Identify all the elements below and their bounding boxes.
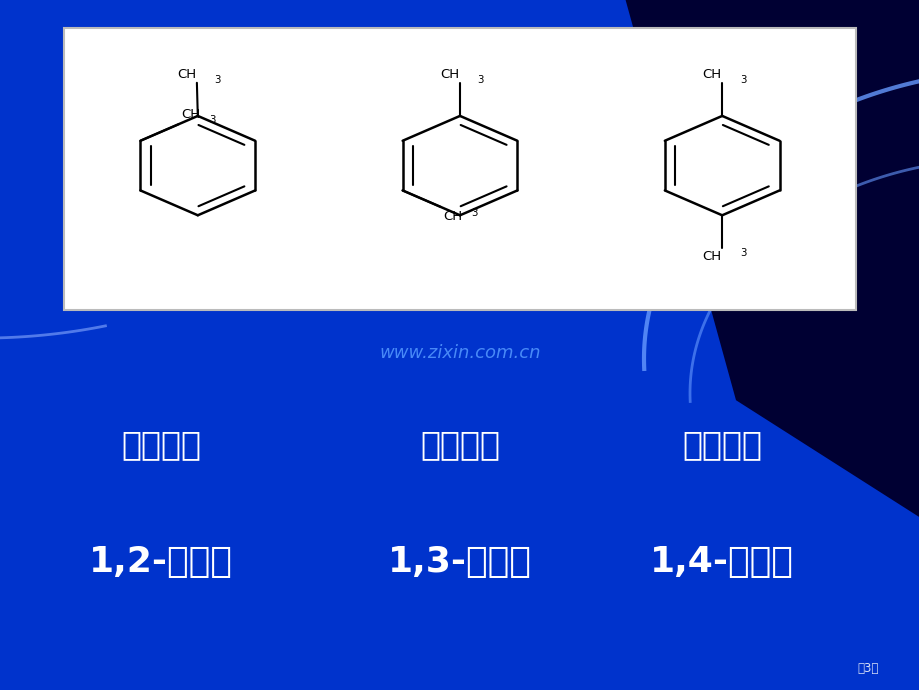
- Text: CH: CH: [443, 210, 462, 224]
- Text: 3: 3: [477, 75, 483, 86]
- Polygon shape: [625, 0, 919, 518]
- Text: 间二甲苯: 间二甲苯: [420, 428, 499, 462]
- Text: CH: CH: [177, 68, 196, 81]
- Text: 对二甲苯: 对二甲苯: [682, 428, 761, 462]
- Text: 3: 3: [214, 75, 221, 86]
- FancyBboxPatch shape: [64, 28, 855, 311]
- Text: CH: CH: [440, 68, 459, 81]
- Text: 3: 3: [471, 208, 478, 219]
- Text: 1,3-二甲苯: 1,3-二甲苯: [388, 545, 531, 580]
- Text: 3: 3: [739, 248, 745, 258]
- Text: CH: CH: [702, 250, 720, 263]
- Text: 第3页: 第3页: [857, 662, 878, 675]
- Text: CH: CH: [702, 68, 720, 81]
- Text: 邻二甲苯: 邻二甲苯: [121, 428, 200, 462]
- Text: 3: 3: [209, 115, 216, 126]
- Text: www.zixin.com.cn: www.zixin.com.cn: [379, 344, 540, 362]
- Text: 3: 3: [739, 75, 745, 86]
- Text: CH: CH: [181, 108, 200, 121]
- Text: 1,4-二甲苯: 1,4-二甲苯: [650, 545, 793, 580]
- Text: 1,2-二甲苯: 1,2-二甲苯: [89, 545, 233, 580]
